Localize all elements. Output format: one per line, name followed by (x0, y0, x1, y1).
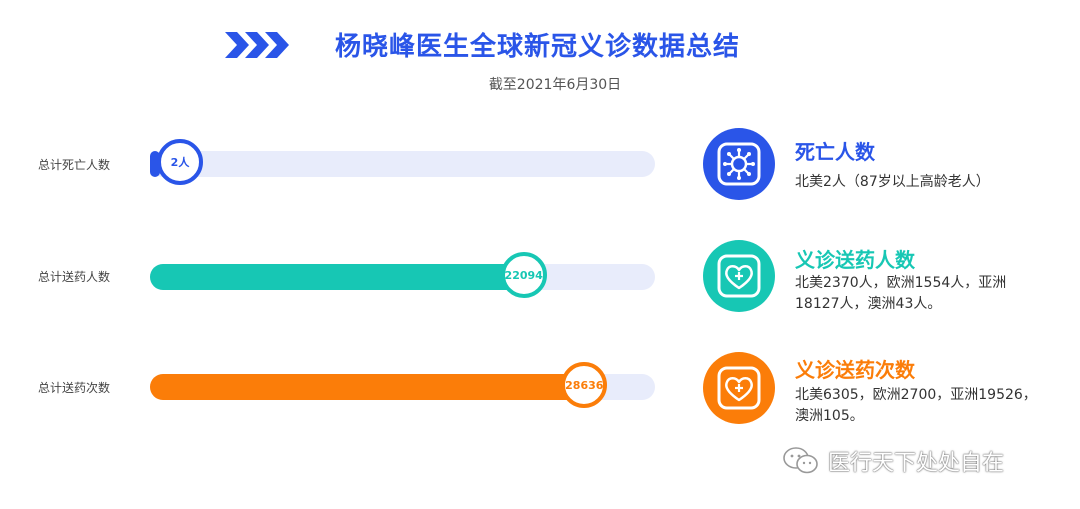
row-label-deliveries: 总计送药次数 (38, 381, 111, 395)
info-title-patients: 义诊送药人数 (795, 248, 915, 272)
info-text-deaths: 北美2人（87岁以上高龄老人） (795, 174, 990, 190)
bar-fill-deliveries (150, 374, 585, 400)
chevrons-icon (225, 32, 289, 58)
row-label-patients: 总计送药人数 (38, 270, 111, 284)
heart-plus-icon (703, 240, 775, 312)
header: 杨晓峰医生全球新冠义诊数据总结 (0, 24, 1080, 68)
info-text-patients: 北美2370人，欧洲1554人，亚洲18127人，澳洲43人。 (795, 275, 1007, 312)
bar-track-deliveries: 28636 (150, 362, 655, 408)
row-label-deaths: 总计死亡人数 (38, 158, 111, 172)
page-subtitle: 截至2021年6月30日 (488, 77, 622, 93)
value-bubble-deaths: 2人 (157, 139, 203, 185)
info-title-deliveries: 义诊送药次数 (795, 358, 915, 382)
info-text-deliveries: 北美6305，欧洲2700，亚洲19526，澳洲105。 (795, 387, 1037, 424)
value-bubble-patients: 22094 (500, 252, 547, 298)
wechat-icon (783, 447, 818, 474)
info-title-deaths: 死亡人数 (795, 140, 875, 164)
page-title: 杨晓峰医生全球新冠义诊数据总结 (335, 32, 741, 62)
watermark: 医行天下处处自在 (782, 445, 1004, 477)
bar-fill-deaths (150, 151, 161, 177)
bar-track-deaths: 2人 (150, 139, 655, 185)
value-bubble-deliveries: 28636 (561, 362, 608, 408)
heart-plus-icon (703, 352, 775, 424)
bar-track-patients: 22094 (150, 252, 655, 298)
watermark-text: 医行天下处处自在 (828, 451, 1005, 476)
virus-icon (703, 128, 775, 200)
bar-fill-patients (150, 264, 524, 290)
